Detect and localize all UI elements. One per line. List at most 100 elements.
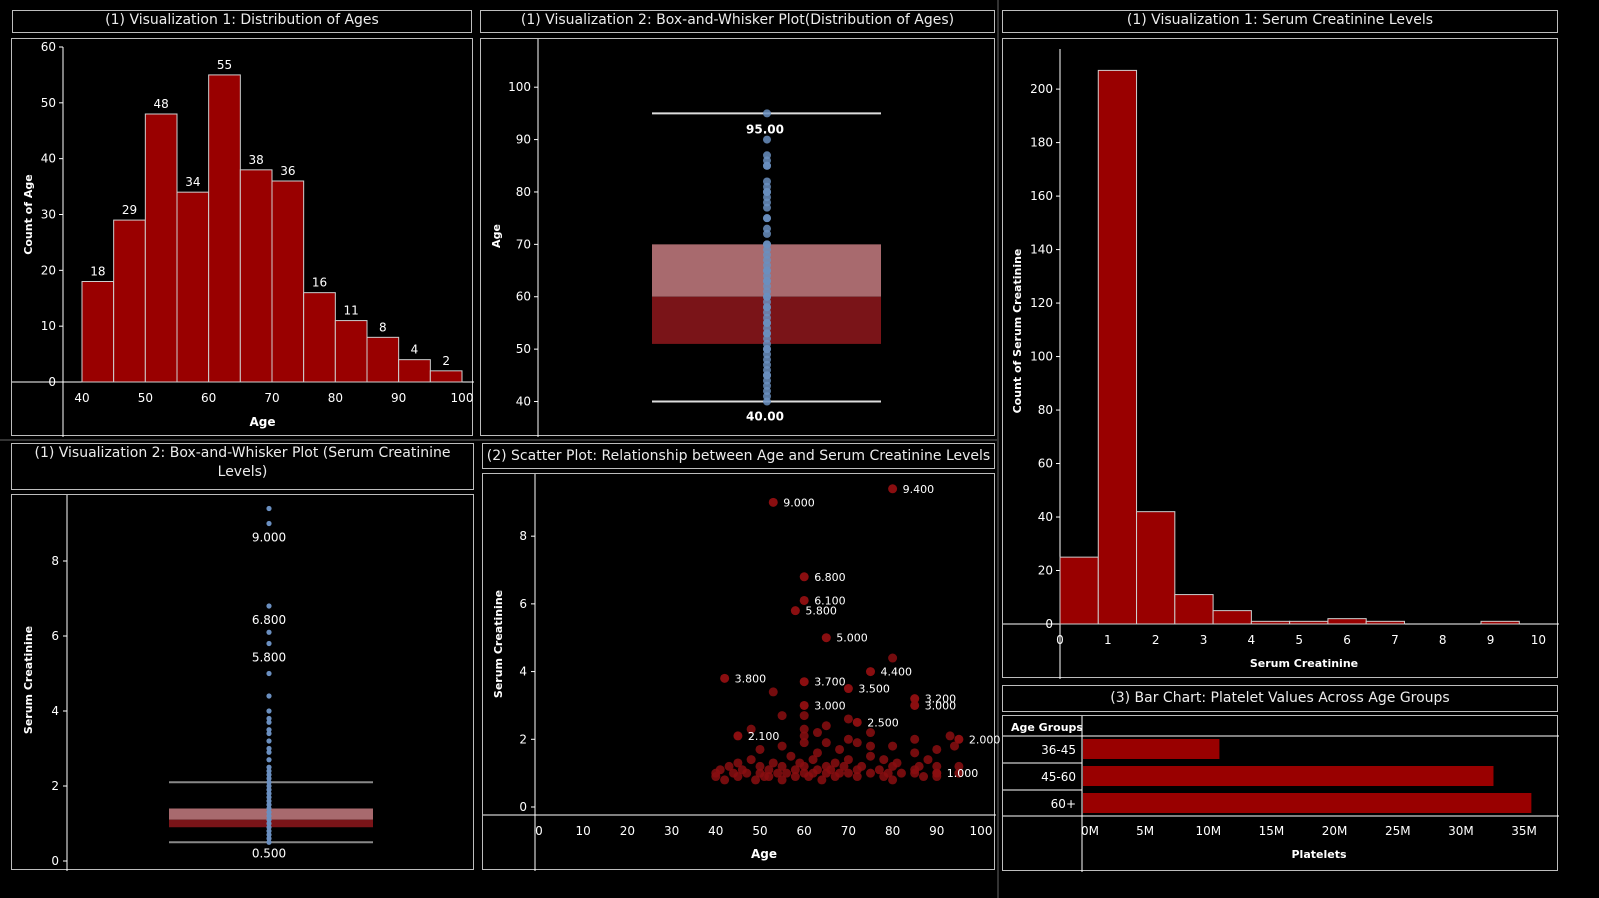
scatter-point bbox=[777, 775, 787, 785]
data-point bbox=[266, 835, 272, 842]
data-point bbox=[266, 693, 272, 699]
y-tick-label: 40 bbox=[516, 395, 531, 409]
y-tick-label: 20 bbox=[41, 263, 56, 277]
scatter-point bbox=[790, 772, 800, 782]
category-label: 36-45 bbox=[1041, 743, 1076, 757]
creat-hist-title: (1) Visualization 1: Serum Creatinine Le… bbox=[1002, 10, 1558, 33]
y-tick-label: 100 bbox=[508, 80, 531, 94]
scatter-point bbox=[919, 772, 929, 782]
data-point bbox=[266, 764, 272, 770]
scatter-title: (2) Scatter Plot: Relationship between A… bbox=[482, 443, 995, 469]
data-point bbox=[266, 749, 272, 755]
age-box-chart: 40 50 60 70 80 90 100 Age 95.00 40.00 bbox=[490, 39, 881, 437]
x-tick-label: 90 bbox=[929, 824, 944, 838]
scatter-point bbox=[768, 758, 778, 768]
y-tick-label: 4 bbox=[519, 665, 527, 679]
scatter-point bbox=[888, 484, 898, 494]
creat-box-chart: 0 2 4 6 8 Serum Creatinine 9.000 6.800 5.800 0.50… bbox=[22, 495, 373, 871]
bar-data-label: 36 bbox=[280, 164, 295, 178]
x-tick-label: 10 bbox=[576, 824, 591, 838]
point-label: 3.500 bbox=[858, 683, 890, 696]
scatter-point bbox=[799, 572, 809, 582]
point-label: 0.500 bbox=[252, 846, 286, 860]
y-tick-label: 8 bbox=[51, 554, 59, 568]
creat-box-frame: 0 2 4 6 8 Serum Creatinine 9.000 6.800 5.800 0.50… bbox=[11, 494, 474, 871]
scatter-point bbox=[866, 741, 875, 751]
y-tick-label: 40 bbox=[41, 152, 56, 166]
y-tick-label: 60 bbox=[41, 40, 56, 54]
data-point bbox=[763, 177, 771, 186]
data-point bbox=[266, 779, 272, 785]
scatter-point bbox=[764, 772, 774, 782]
data-point bbox=[266, 794, 272, 800]
data-point bbox=[266, 768, 272, 774]
point-label: 3.700 bbox=[814, 676, 846, 689]
scatter-point bbox=[724, 761, 734, 771]
bar-data-label: 11 bbox=[344, 304, 359, 318]
platelet-bar bbox=[1083, 793, 1532, 813]
histogram-bar bbox=[1250, 620, 1291, 625]
y-tick-label: 60 bbox=[516, 290, 531, 304]
x-tick-label: 9 bbox=[1487, 633, 1495, 647]
scatter-point bbox=[764, 765, 774, 775]
y-axis-title: Count of Serum Creatinine bbox=[1011, 249, 1024, 414]
x-tick-label: 15M bbox=[1259, 824, 1285, 838]
scatter-point bbox=[852, 738, 862, 748]
x-tick-label: 80 bbox=[328, 391, 343, 405]
data-point bbox=[266, 640, 272, 647]
scatter-point bbox=[799, 724, 809, 734]
scatter-point bbox=[799, 711, 809, 721]
data-point bbox=[266, 832, 272, 838]
x-tick-label: 90 bbox=[391, 391, 406, 405]
point-label: 6.100 bbox=[814, 594, 846, 607]
x-tick-label: 7 bbox=[1391, 633, 1399, 647]
data-point bbox=[266, 727, 272, 733]
scatter-point bbox=[812, 765, 822, 775]
data-point bbox=[763, 135, 771, 144]
x-tick-label: 50 bbox=[752, 824, 767, 838]
scatter-point bbox=[843, 755, 853, 765]
scatter-frame: 0 2 4 6 8 0 10 20 30 40 50 60 70 80 90 100 Age Serum Crea… bbox=[482, 473, 1000, 871]
scatter-point bbox=[888, 741, 898, 751]
x-tick-label: 1 bbox=[1104, 633, 1112, 647]
y-tick-label: 2 bbox=[519, 732, 527, 746]
x-axis-title: Age bbox=[751, 847, 777, 861]
scatter-point bbox=[799, 738, 809, 748]
point-label: 6.800 bbox=[252, 613, 286, 627]
x-tick-label: 70 bbox=[841, 824, 856, 838]
scatter-point bbox=[821, 738, 831, 748]
scatter-point bbox=[866, 751, 875, 761]
data-point bbox=[266, 813, 272, 819]
y-tick-label: 100 bbox=[1030, 350, 1053, 364]
point-label: 3.000 bbox=[814, 699, 846, 712]
point-label: 4.400 bbox=[881, 666, 913, 679]
x-axis-title: Platelets bbox=[1291, 848, 1346, 861]
y-tick-label: 140 bbox=[1030, 243, 1053, 257]
data-point bbox=[266, 715, 272, 722]
data-point bbox=[266, 783, 272, 789]
y-axis-title: Serum Creatinine bbox=[22, 626, 35, 734]
data-point bbox=[266, 790, 272, 797]
x-tick-label: 100 bbox=[451, 391, 474, 405]
creat-box-title: (1) Visualization 2: Box-and-Whisker Plo… bbox=[11, 443, 474, 490]
scatter-point bbox=[954, 734, 964, 744]
y-tick-label: 2 bbox=[51, 779, 59, 793]
scatter-point bbox=[910, 768, 920, 778]
x-tick-label: 40 bbox=[74, 391, 89, 405]
histogram-bar bbox=[81, 281, 115, 383]
x-tick-label: 35M bbox=[1511, 824, 1537, 838]
y-tick-label: 70 bbox=[516, 237, 531, 251]
scatter-point bbox=[843, 734, 853, 744]
scatter-point bbox=[910, 734, 920, 744]
data-point bbox=[266, 738, 272, 744]
y-tick-label: 6 bbox=[51, 629, 59, 643]
histogram-bar bbox=[208, 74, 241, 383]
scatter-point bbox=[808, 755, 818, 765]
scatter-point bbox=[839, 761, 849, 771]
histogram-bar bbox=[1174, 594, 1214, 625]
x-tick-label: 50 bbox=[138, 391, 153, 405]
platelet-bar bbox=[1083, 766, 1494, 786]
data-point bbox=[266, 629, 272, 635]
scatter-point bbox=[746, 724, 756, 734]
y-tick-label: 50 bbox=[41, 96, 56, 110]
